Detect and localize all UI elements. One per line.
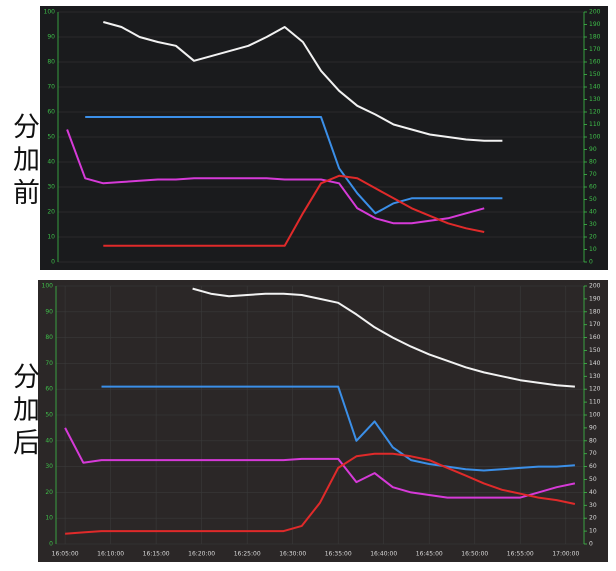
y2-tick-label: 120	[589, 386, 601, 393]
y2-tick-label: 110	[589, 399, 601, 406]
series-line	[101, 385, 575, 472]
y-tick-label: 80	[45, 334, 53, 341]
y2-tick-label: 130	[589, 96, 601, 103]
y-tick-label: 50	[45, 412, 53, 419]
y2-tick-label: 160	[589, 334, 601, 341]
y2-tick-label: 90	[589, 424, 597, 431]
y2-tick-label: 80	[589, 159, 597, 166]
x-tick-label: 16:35:00	[325, 551, 352, 558]
x-tick-label: 16:10:00	[97, 551, 124, 558]
y2-tick-label: 50	[589, 476, 597, 483]
y2-tick-label: 70	[589, 450, 597, 457]
y2-tick-label: 180	[589, 34, 601, 41]
y2-tick-label: 200	[589, 283, 601, 290]
y2-tick-label: 90	[589, 146, 597, 153]
x-tick-label: 16:20:00	[188, 551, 215, 558]
x-tick-label: 16:05:00	[52, 551, 79, 558]
x-tick-label: 16:25:00	[234, 551, 261, 558]
y2-tick-label: 150	[589, 347, 601, 354]
y-tick-label: 40	[47, 159, 55, 166]
x-tick-label: 16:40:00	[370, 551, 397, 558]
y-tick-label: 20	[47, 209, 55, 216]
y2-tick-label: 130	[589, 373, 601, 380]
series-line	[66, 129, 485, 225]
y2-tick-label: 0	[589, 259, 593, 266]
series-line	[103, 174, 485, 247]
top-panel	[40, 6, 608, 270]
series-line	[192, 287, 575, 388]
y2-tick-label: 30	[589, 502, 597, 509]
y-tick-label: 40	[45, 437, 53, 444]
series-line	[64, 427, 576, 499]
y2-tick-label: 150	[589, 71, 601, 78]
y2-tick-label: 70	[589, 171, 597, 178]
y2-tick-label: 190	[589, 295, 601, 302]
y2-tick-label: 10	[589, 246, 597, 253]
y2-tick-label: 170	[589, 46, 601, 53]
y-tick-label: 90	[47, 34, 55, 41]
y-tick-label: 30	[45, 463, 53, 470]
y-tick-label: 70	[45, 360, 53, 367]
y2-tick-label: 0	[589, 541, 593, 548]
y-tick-label: 100	[44, 9, 56, 16]
y-tick-label: 90	[45, 308, 53, 315]
x-tick-label: 17:00:00	[552, 551, 579, 558]
y2-tick-label: 50	[589, 196, 597, 203]
y2-tick-label: 40	[589, 209, 597, 216]
y-tick-label: 0	[49, 541, 53, 548]
y-tick-label: 60	[47, 109, 55, 116]
y2-tick-label: 100	[589, 412, 601, 419]
y2-tick-label: 190	[589, 21, 601, 28]
x-tick-label: 16:50:00	[461, 551, 488, 558]
y2-tick-label: 20	[589, 515, 597, 522]
series-line	[85, 116, 503, 215]
y2-tick-label: 120	[589, 109, 601, 116]
y2-tick-label: 110	[589, 121, 601, 128]
y2-tick-label: 200	[589, 9, 601, 16]
x-tick-label: 16:55:00	[507, 551, 534, 558]
y2-tick-label: 60	[589, 463, 597, 470]
y-tick-label: 50	[47, 134, 55, 141]
y-tick-label: 20	[45, 489, 53, 496]
y2-tick-label: 160	[589, 59, 601, 66]
y-tick-label: 80	[47, 59, 55, 66]
y2-tick-label: 10	[589, 528, 597, 535]
y2-tick-label: 140	[589, 360, 601, 367]
x-tick-label: 16:15:00	[143, 551, 170, 558]
y2-tick-label: 30	[589, 221, 597, 228]
y-tick-label: 100	[42, 283, 54, 290]
y2-tick-label: 140	[589, 84, 601, 91]
y2-tick-label: 80	[589, 437, 597, 444]
series-line	[65, 452, 576, 535]
y-tick-label: 60	[45, 386, 53, 393]
y-tick-label: 10	[45, 515, 53, 522]
y2-tick-label: 40	[589, 489, 597, 496]
side-label: 分加后	[8, 362, 39, 461]
y-tick-label: 0	[51, 259, 55, 266]
x-tick-label: 16:30:00	[279, 551, 306, 558]
side-label: 分加前	[8, 112, 39, 211]
y2-tick-label: 20	[589, 234, 597, 241]
y2-tick-label: 170	[589, 321, 601, 328]
y2-tick-label: 60	[589, 184, 597, 191]
y-tick-label: 10	[47, 234, 55, 241]
y-tick-label: 30	[47, 184, 55, 191]
y-tick-label: 70	[47, 84, 55, 91]
x-tick-label: 16:45:00	[416, 551, 443, 558]
y2-tick-label: 100	[589, 134, 601, 141]
y2-tick-label: 180	[589, 308, 601, 315]
bottom-panel	[38, 280, 608, 562]
series-line	[103, 21, 503, 142]
